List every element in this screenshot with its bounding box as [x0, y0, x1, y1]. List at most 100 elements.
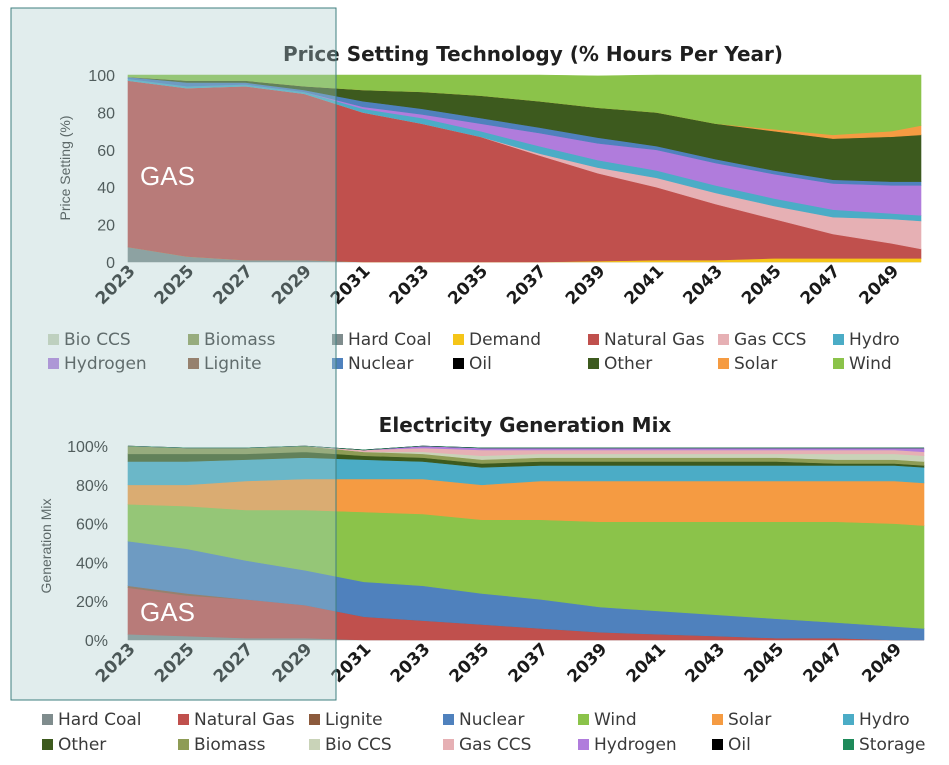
area-storage [127, 445, 924, 451]
legend-label: Hydrogen [64, 354, 147, 374]
y-tick-label: 100 [88, 68, 115, 85]
x-tick-label: 2033 [387, 639, 435, 687]
legend-item-wind: Wind [833, 354, 892, 374]
legend-label: Oil [728, 735, 751, 755]
legend-item-biomass: Biomass [188, 330, 276, 350]
legend-label: Demand [469, 330, 541, 350]
x-tick-label: 2033 [386, 261, 434, 309]
legend-swatch [843, 739, 854, 750]
legend-item-wind: Wind [578, 710, 637, 730]
legend-item-bio-ccs: Bio CCS [309, 735, 392, 755]
area-series-group [127, 74, 922, 263]
area-series-group [127, 445, 925, 641]
legend-swatch [843, 714, 854, 725]
legend-swatch [443, 714, 454, 725]
legend-swatch [588, 358, 599, 369]
legend-swatch [718, 334, 729, 345]
legend-swatch [48, 334, 59, 345]
chart-title: Price Setting Technology (% Hours Per Ye… [283, 42, 783, 66]
y-tick-label: 100% [67, 439, 108, 456]
x-tick-label: 2037 [503, 261, 551, 309]
legend-label: Hard Coal [58, 710, 142, 730]
x-tick-label: 2041 [621, 261, 669, 309]
legend-swatch [42, 714, 53, 725]
x-tick-label: 2035 [444, 261, 492, 309]
legend-swatch [578, 714, 589, 725]
legend-label: Gas CCS [734, 330, 806, 350]
legend-item-storage: Storage [843, 735, 926, 755]
legend-label: Nuclear [459, 710, 524, 730]
legend-label: Lignite [204, 354, 262, 374]
y-tick-label: 20 [97, 218, 115, 235]
legend-swatch [453, 358, 464, 369]
legend-swatch [712, 739, 723, 750]
legend-label: Hydrogen [594, 735, 677, 755]
legend-label: Other [58, 735, 106, 755]
legend-swatch [833, 358, 844, 369]
legend-label: Hydro [859, 710, 910, 730]
legend-item-gas-ccs: Gas CCS [443, 735, 531, 755]
legend-item-lignite: Lignite [309, 710, 383, 730]
legend-swatch [178, 714, 189, 725]
legend-item-oil: Oil [453, 354, 492, 374]
legend-swatch [42, 739, 53, 750]
legend-item-hard-coal: Hard Coal [42, 710, 142, 730]
legend-label: Nuclear [348, 354, 413, 374]
legend-item-demand: Demand [453, 330, 541, 350]
legend-label: Biomass [194, 735, 266, 755]
legend-label: Gas CCS [459, 735, 531, 755]
y-tick-label: 40 [97, 180, 115, 197]
legend-swatch [332, 334, 343, 345]
legend-item-gas-ccs: Gas CCS [718, 330, 806, 350]
legend-item-lignite: Lignite [188, 354, 262, 374]
x-tick-label: 2049 [858, 639, 906, 687]
legend-swatch [309, 739, 320, 750]
legend-item-hard-coal: Hard Coal [332, 330, 432, 350]
legend-label: Bio CCS [64, 330, 131, 350]
legend-item-natural-gas: Natural Gas [588, 330, 705, 350]
legend-label: Bio CCS [325, 735, 392, 755]
x-tick-label: 2035 [446, 639, 494, 687]
legend-label: Solar [734, 354, 777, 374]
legend-label: Biomass [204, 330, 276, 350]
legend-swatch [443, 739, 454, 750]
legend-label: Other [604, 354, 652, 374]
x-tick-label: 2049 [856, 261, 904, 309]
legend-item-nuclear: Nuclear [443, 710, 524, 730]
legend-label: Wind [594, 710, 637, 730]
legend-label: Wind [849, 354, 892, 374]
legend-label: Lignite [325, 710, 383, 730]
highlight-layer: GAS GAS [10, 7, 337, 701]
y-tick-group: 0% 20% 40% 60% 80% 100% [67, 439, 108, 650]
legend-item-hydrogen: Hydrogen [578, 735, 677, 755]
legend-item-hydro: Hydro [843, 710, 910, 730]
legend: Hard Coal Natural Gas Lignite Nuclear Wind So… [42, 710, 926, 755]
legend-swatch [178, 739, 189, 750]
y-tick-label: 0% [85, 633, 108, 650]
x-tick-label: 2043 [679, 261, 727, 309]
y-tick-label: 60% [76, 517, 108, 534]
legend-swatch [309, 714, 320, 725]
y-tick-label: 60 [97, 143, 115, 160]
x-tick-label: 2043 [682, 639, 730, 687]
legend-item-biomass: Biomass [178, 735, 266, 755]
y-axis-label: Generation Mix [38, 499, 54, 594]
gas-period-highlight [10, 7, 337, 701]
y-tick-label: 80% [76, 478, 108, 495]
x-tick-label: 2045 [738, 261, 786, 309]
legend-swatch [833, 334, 844, 345]
legend-item-nuclear: Nuclear [332, 354, 413, 374]
legend-swatch [718, 358, 729, 369]
x-tick-label: 2045 [741, 639, 789, 687]
x-tick-label: 2039 [562, 261, 610, 309]
legend-item-bio-ccs: Bio CCS [48, 330, 131, 350]
legend-swatch [48, 358, 59, 369]
legend-swatch [332, 358, 343, 369]
legend-swatch [188, 358, 199, 369]
legend-swatch [578, 739, 589, 750]
legend-item-hydro: Hydro [833, 330, 900, 350]
legend-label: Natural Gas [604, 330, 705, 350]
legend-label: Hydro [849, 330, 900, 350]
gas-annotation: GAS [140, 597, 195, 627]
legend-label: Oil [469, 354, 492, 374]
